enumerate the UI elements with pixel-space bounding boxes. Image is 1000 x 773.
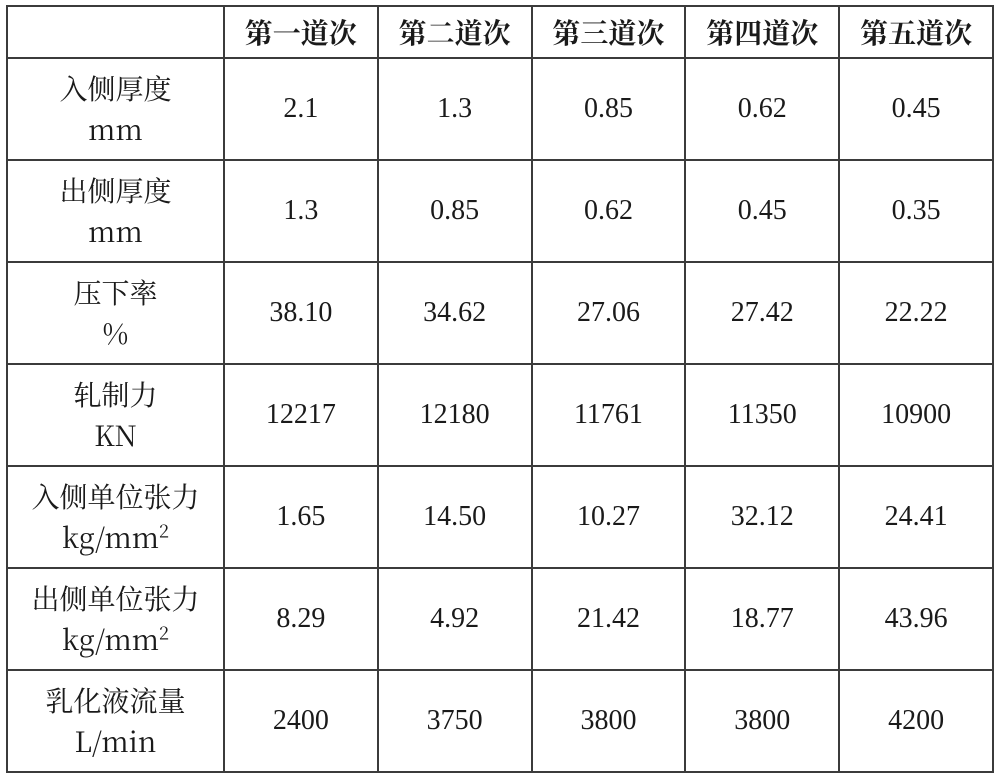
row-label-entry-thickness: 入侧厚度 mm	[7, 58, 224, 160]
row-label-rolling-force: 轧制力 KN	[7, 364, 224, 466]
table-cell: 11350	[685, 364, 839, 466]
table-cell: 27.06	[532, 262, 686, 364]
table-cell: 0.45	[685, 160, 839, 262]
table-cell: 2400	[224, 670, 378, 772]
table-header-row: 第一道次 第二道次 第三道次 第四道次 第五道次	[7, 6, 993, 58]
row-label-line1: 出侧厚度	[8, 170, 223, 211]
table-row: 轧制力 KN 12217 12180 11761 11350 10900	[7, 364, 993, 466]
row-label-line2: kg/mm2	[8, 619, 223, 660]
row-label-line1: 入侧单位张力	[8, 476, 223, 517]
table-cell: 22.22	[839, 262, 993, 364]
header-pass-5: 第五道次	[839, 6, 993, 58]
table-cell: 3800	[685, 670, 839, 772]
table-row: 入侧单位张力 kg/mm2 1.65 14.50 10.27 32.12 24.…	[7, 466, 993, 568]
row-label-exit-tension: 出侧单位张力 kg/mm2	[7, 568, 224, 670]
row-label-line2: mm	[8, 109, 223, 150]
table-row: 出侧厚度 mm 1.3 0.85 0.62 0.45 0.35	[7, 160, 993, 262]
table-cell: 18.77	[685, 568, 839, 670]
table-cell: 24.41	[839, 466, 993, 568]
table-cell: 32.12	[685, 466, 839, 568]
row-label-entry-tension: 入侧单位张力 kg/mm2	[7, 466, 224, 568]
row-label-line2: mm	[8, 211, 223, 252]
table-cell: 38.10	[224, 262, 378, 364]
row-label-line2: L/min	[8, 721, 223, 762]
table-cell: 0.62	[685, 58, 839, 160]
table-cell: 1.3	[224, 160, 378, 262]
row-label-line1: 轧制力	[8, 374, 223, 415]
table-cell: 43.96	[839, 568, 993, 670]
table-cell: 21.42	[532, 568, 686, 670]
row-label-line1: 乳化液流量	[8, 680, 223, 721]
table-cell: 4.92	[378, 568, 532, 670]
header-pass-3: 第三道次	[532, 6, 686, 58]
row-label-exit-thickness: 出侧厚度 mm	[7, 160, 224, 262]
header-blank	[7, 6, 224, 58]
table-row: 压下率 % 38.10 34.62 27.06 27.42 22.22	[7, 262, 993, 364]
table-cell: 1.3	[378, 58, 532, 160]
header-pass-1: 第一道次	[224, 6, 378, 58]
header-pass-4: 第四道次	[685, 6, 839, 58]
row-label-reduction-rate: 压下率 %	[7, 262, 224, 364]
table-cell: 0.85	[378, 160, 532, 262]
row-label-emulsion-flow: 乳化液流量 L/min	[7, 670, 224, 772]
table-cell: 12180	[378, 364, 532, 466]
table-cell: 1.65	[224, 466, 378, 568]
row-label-line1: 出侧单位张力	[8, 578, 223, 619]
table-cell: 2.1	[224, 58, 378, 160]
row-label-line2: %	[8, 313, 223, 354]
header-pass-2: 第二道次	[378, 6, 532, 58]
row-label-line1: 压下率	[8, 272, 223, 313]
table-cell: 8.29	[224, 568, 378, 670]
table-cell: 34.62	[378, 262, 532, 364]
row-label-line2: KN	[8, 415, 223, 456]
table-cell: 12217	[224, 364, 378, 466]
table-cell: 4200	[839, 670, 993, 772]
table-cell: 0.85	[532, 58, 686, 160]
row-label-line2: kg/mm2	[8, 517, 223, 558]
table-cell: 14.50	[378, 466, 532, 568]
table-row: 乳化液流量 L/min 2400 3750 3800 3800 4200	[7, 670, 993, 772]
table-cell: 11761	[532, 364, 686, 466]
table-row: 入侧厚度 mm 2.1 1.3 0.85 0.62 0.45	[7, 58, 993, 160]
table-cell: 3750	[378, 670, 532, 772]
table-cell: 0.62	[532, 160, 686, 262]
data-table: 第一道次 第二道次 第三道次 第四道次 第五道次 入侧厚度 mm 2.1 1.3…	[6, 5, 994, 773]
table-row: 出侧单位张力 kg/mm2 8.29 4.92 21.42 18.77 43.9…	[7, 568, 993, 670]
table-cell: 10.27	[532, 466, 686, 568]
table-cell: 0.45	[839, 58, 993, 160]
table-cell: 27.42	[685, 262, 839, 364]
row-label-line1: 入侧厚度	[8, 68, 223, 109]
table-cell: 3800	[532, 670, 686, 772]
page-container: 第一道次 第二道次 第三道次 第四道次 第五道次 入侧厚度 mm 2.1 1.3…	[0, 0, 1000, 770]
table-cell: 10900	[839, 364, 993, 466]
table-cell: 0.35	[839, 160, 993, 262]
